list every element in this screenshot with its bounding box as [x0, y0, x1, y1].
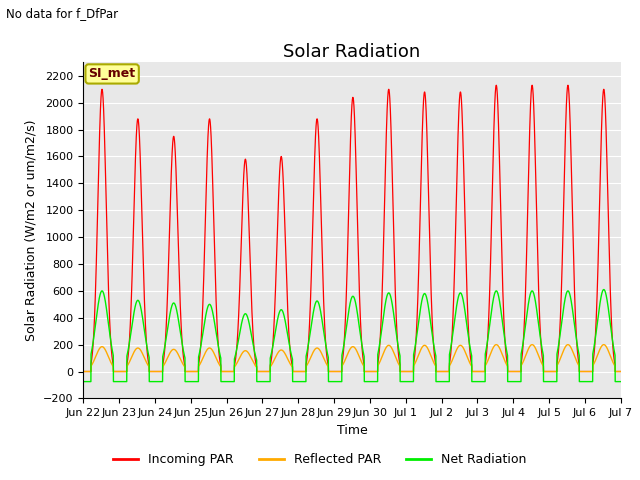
X-axis label: Time: Time — [337, 424, 367, 437]
Text: SI_met: SI_met — [88, 67, 136, 81]
Text: No data for f_DfPar: No data for f_DfPar — [6, 7, 118, 20]
Legend: Incoming PAR, Reflected PAR, Net Radiation: Incoming PAR, Reflected PAR, Net Radiati… — [108, 448, 532, 471]
Y-axis label: Solar Radiation (W/m2 or um/m2/s): Solar Radiation (W/m2 or um/m2/s) — [24, 120, 37, 341]
Title: Solar Radiation: Solar Radiation — [284, 43, 420, 61]
